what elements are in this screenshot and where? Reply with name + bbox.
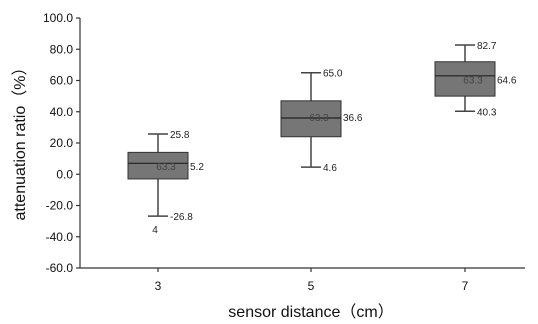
y-tick-label: 100.0: [43, 11, 73, 25]
min-value-label: 4.6: [323, 163, 337, 174]
max-value-label: 25.8: [170, 130, 190, 141]
box-3: 25.8 -26.8 5.2 63.3 4: [127, 130, 204, 236]
x-axis-ticks: 3 5 7: [155, 268, 469, 293]
y-tick-label: 20.0: [50, 136, 74, 150]
x-axis-title: sensor distance（cm）: [228, 303, 393, 321]
y-tick-label: 60.0: [50, 74, 74, 88]
box-7: 82.7 40.3 64.6 63.3: [434, 41, 517, 118]
box-series: 25.8 -26.8 5.2 63.3 4 65.0 4.6 36.6 63.3 82.7 40.3…: [127, 41, 517, 236]
x-tick-label: 5: [308, 279, 315, 293]
mean-value-label: 36.6: [343, 113, 363, 124]
box-center-label: 63.3: [156, 162, 176, 173]
y-tick-label: 40.0: [50, 105, 74, 119]
box-5: 65.0 4.6 36.6 63.3: [280, 69, 363, 174]
box-iqr: [280, 100, 342, 138]
extra-value-label: 4: [152, 225, 158, 236]
mean-value-label: 5.2: [190, 162, 204, 173]
y-tick-label: 80.0: [50, 42, 74, 56]
box-center-label: 63.3: [309, 113, 329, 124]
y-tick-label: -40.0: [46, 230, 74, 244]
box-iqr: [127, 151, 189, 180]
x-tick-label: 3: [155, 279, 162, 293]
y-axis-ticks: -60.0 -40.0 -20.0 0.0 20.0 40.0 60.0 80.0 100.0: [43, 11, 80, 275]
mean-value-label: 64.6: [497, 76, 517, 87]
box-center-label: 63.3: [463, 76, 483, 87]
max-value-label: 65.0: [323, 69, 343, 80]
y-tick-label: -20.0: [46, 199, 74, 213]
chart-axes: [79, 18, 525, 269]
y-tick-label: 0.0: [56, 167, 73, 181]
x-tick-label: 7: [462, 279, 469, 293]
y-axis-title: attenuation ratio（%）: [11, 60, 29, 221]
min-value-label: -26.8: [170, 212, 193, 223]
box-iqr: [434, 61, 496, 97]
y-tick-label: -60.0: [46, 261, 74, 275]
min-value-label: 40.3: [477, 107, 497, 118]
max-value-label: 82.7: [477, 41, 497, 52]
